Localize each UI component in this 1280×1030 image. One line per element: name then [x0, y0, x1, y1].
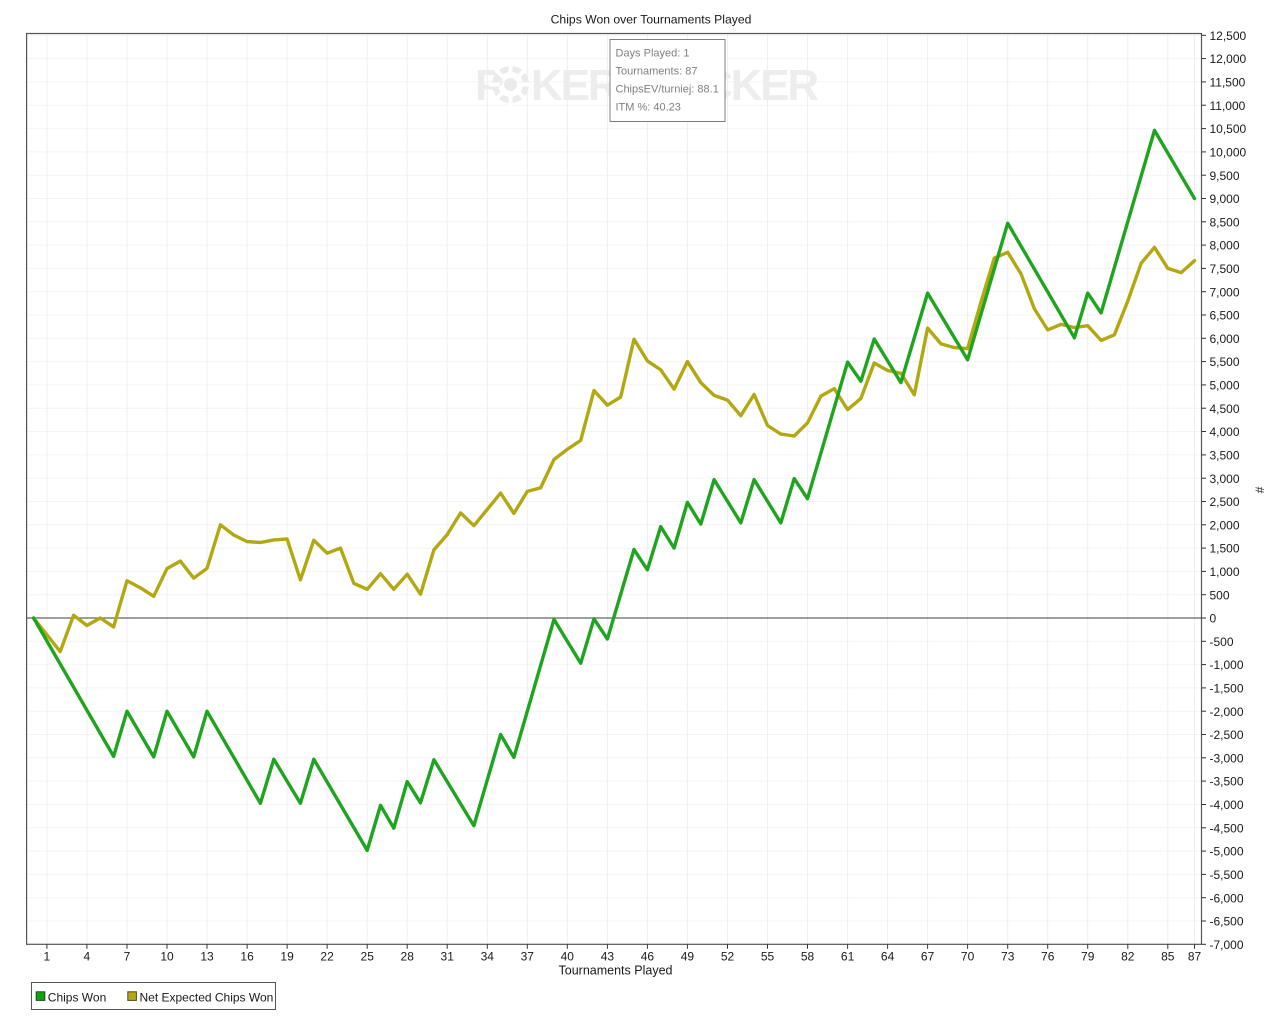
svg-text:10,500: 10,500 [1210, 122, 1247, 136]
svg-text:7: 7 [124, 950, 131, 964]
svg-text:2,500: 2,500 [1210, 495, 1240, 509]
svg-text:73: 73 [1001, 950, 1015, 964]
svg-text:Net Expected Chips Won: Net Expected Chips Won [140, 991, 274, 1005]
svg-text:5,500: 5,500 [1210, 355, 1240, 369]
svg-text:28: 28 [401, 950, 415, 964]
svg-text:11,000: 11,000 [1210, 99, 1246, 113]
svg-text:-6,500: -6,500 [1210, 915, 1244, 929]
svg-text:500: 500 [1210, 588, 1230, 602]
svg-text:Tournaments Played: Tournaments Played [559, 964, 673, 978]
svg-text:10,000: 10,000 [1210, 146, 1247, 160]
svg-text:37: 37 [521, 950, 535, 964]
svg-text:2,000: 2,000 [1210, 518, 1240, 532]
svg-text:6,500: 6,500 [1210, 309, 1240, 323]
svg-text:87: 87 [1188, 950, 1202, 964]
svg-text:52: 52 [721, 950, 735, 964]
svg-text:-2,500: -2,500 [1210, 728, 1244, 742]
svg-text:Days Played: 1: Days Played: 1 [616, 48, 690, 60]
svg-text:-4,500: -4,500 [1210, 821, 1244, 835]
svg-text:31: 31 [441, 950, 455, 964]
svg-text:-1,500: -1,500 [1210, 682, 1244, 696]
svg-text:6,000: 6,000 [1210, 332, 1240, 346]
svg-text:Chips Won: Chips Won [48, 991, 106, 1005]
svg-text:-7,000: -7,000 [1210, 938, 1244, 952]
svg-text:#: # [1253, 487, 1267, 494]
svg-text:0: 0 [1210, 612, 1217, 626]
svg-text:46: 46 [641, 950, 655, 964]
svg-text:7,000: 7,000 [1210, 285, 1240, 299]
svg-text:76: 76 [1041, 950, 1055, 964]
svg-text:1,000: 1,000 [1210, 565, 1240, 579]
svg-text:8,000: 8,000 [1210, 239, 1240, 253]
svg-text:9,500: 9,500 [1210, 169, 1240, 183]
svg-text:-3,500: -3,500 [1210, 775, 1244, 789]
svg-text:-1,000: -1,000 [1210, 658, 1244, 672]
svg-text:82: 82 [1121, 950, 1135, 964]
svg-text:12,000: 12,000 [1210, 52, 1247, 66]
svg-text:-5,000: -5,000 [1210, 845, 1244, 859]
svg-text:1: 1 [44, 950, 51, 964]
svg-text:-2,000: -2,000 [1210, 705, 1244, 719]
svg-text:9,000: 9,000 [1210, 192, 1240, 206]
svg-text:58: 58 [801, 950, 815, 964]
svg-text:ITM %: 40.23: ITM %: 40.23 [616, 102, 681, 114]
svg-text:3,500: 3,500 [1210, 449, 1240, 463]
svg-text:Tournaments: 87: Tournaments: 87 [616, 66, 698, 78]
svg-text:34: 34 [481, 950, 495, 964]
svg-text:67: 67 [921, 950, 935, 964]
svg-text:13: 13 [200, 950, 214, 964]
svg-text:22: 22 [320, 950, 334, 964]
svg-text:Chips Won over Tournaments Pla: Chips Won over Tournaments Played [551, 13, 752, 27]
svg-text:61: 61 [841, 950, 855, 964]
svg-text:-500: -500 [1210, 635, 1234, 649]
svg-text:7,500: 7,500 [1210, 262, 1240, 276]
svg-text:55: 55 [761, 950, 775, 964]
svg-text:-6,000: -6,000 [1210, 891, 1244, 905]
svg-text:-5,500: -5,500 [1210, 868, 1244, 882]
svg-text:16: 16 [240, 950, 254, 964]
svg-text:25: 25 [361, 950, 375, 964]
svg-text:40: 40 [561, 950, 575, 964]
svg-text:79: 79 [1081, 950, 1095, 964]
svg-text:-3,000: -3,000 [1210, 751, 1244, 765]
svg-text:12,500: 12,500 [1210, 29, 1247, 43]
svg-text:ChipsEV/turniej: 88.1: ChipsEV/turniej: 88.1 [616, 84, 719, 96]
svg-text:64: 64 [881, 950, 895, 964]
svg-text:4: 4 [84, 950, 91, 964]
svg-text:3,000: 3,000 [1210, 472, 1240, 486]
svg-text:19: 19 [280, 950, 294, 964]
svg-text:-4,000: -4,000 [1210, 798, 1244, 812]
svg-text:11,500: 11,500 [1210, 76, 1246, 90]
svg-text:49: 49 [681, 950, 695, 964]
svg-text:43: 43 [601, 950, 615, 964]
svg-text:4,500: 4,500 [1210, 402, 1240, 416]
svg-text:70: 70 [961, 950, 975, 964]
svg-text:10: 10 [160, 950, 174, 964]
svg-text:1,500: 1,500 [1210, 542, 1240, 556]
svg-text:4,000: 4,000 [1210, 425, 1240, 439]
svg-text:8,500: 8,500 [1210, 215, 1240, 229]
svg-text:5,000: 5,000 [1210, 379, 1240, 393]
svg-text:85: 85 [1161, 950, 1175, 964]
